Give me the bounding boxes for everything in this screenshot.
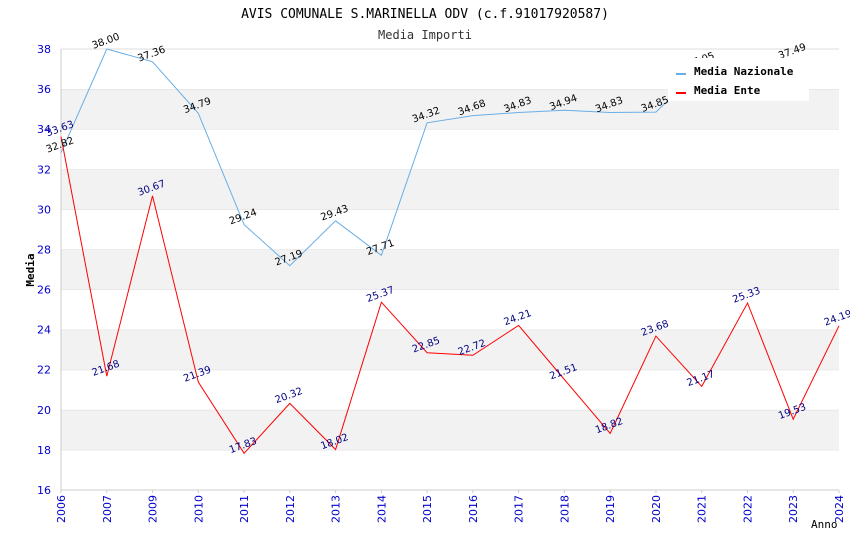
grid-band [61, 409, 839, 450]
y-tick-label: 16 [37, 484, 51, 497]
grid-band [61, 249, 839, 290]
chart-title: AVIS COMUNALE S.MARINELLA ODV (c.f.91017… [241, 7, 609, 22]
x-tick-label: 2012 [284, 495, 297, 523]
x-tick-label: 2019 [604, 495, 617, 523]
x-tick-label: 2009 [147, 495, 160, 523]
x-tick-label: 2024 [833, 495, 846, 523]
x-tick-label: 2021 [696, 495, 709, 523]
y-tick-label: 30 [37, 203, 51, 216]
x-tick-label: 2013 [330, 495, 343, 523]
grid-band [61, 209, 839, 250]
y-tick-label: 20 [37, 404, 51, 417]
series-line-1 [60, 136, 840, 455]
grid-band [61, 169, 839, 210]
legend-background [668, 58, 809, 101]
x-tick-label: 2010 [192, 495, 205, 523]
x-tick-label: 2015 [421, 495, 434, 523]
x-tick-label: 2006 [55, 495, 68, 523]
legend-label-ente: Media Ente [694, 84, 761, 97]
x-tick-label: 2014 [375, 495, 388, 523]
x-tick-label: 2023 [787, 495, 800, 523]
x-tick-label: 2011 [238, 495, 251, 523]
grid-band [61, 449, 839, 490]
x-tick-label: 2017 [513, 495, 526, 523]
x-tick-label: 2018 [558, 495, 571, 523]
y-tick-label: 36 [37, 83, 51, 96]
chart-subtitle: Media Importi [378, 28, 472, 42]
y-tick-label: 24 [37, 324, 51, 337]
y-tick-label: 38 [37, 43, 51, 56]
grid-band [61, 129, 839, 170]
y-tick-label: 34 [37, 123, 51, 136]
y-axis-label: Media [24, 253, 37, 286]
x-tick-label: 2020 [650, 495, 663, 523]
x-tick-labels: 2006 2007 2009 2010 2011 2012 2013 2014 2015 2016… [55, 490, 846, 523]
legend-label-nazionale: Media Nazionale [694, 65, 794, 78]
y-tick-label: 26 [37, 284, 51, 297]
x-axis-label: Anno [811, 518, 838, 531]
grid-band [61, 289, 839, 330]
axes [60, 49, 839, 491]
x-tick-label: 2016 [467, 495, 480, 523]
y-tick-labels: 16 18 20 22 24 26 28 30 32 34 36 38 [37, 43, 51, 497]
x-tick-label: 2007 [101, 495, 114, 523]
grid-bands [61, 48, 839, 490]
grid-band [61, 369, 839, 410]
x-tick-label: 2022 [741, 495, 754, 523]
y-tick-label: 18 [37, 444, 51, 457]
legend: Media Nazionale Media Ente [668, 58, 809, 101]
y-tick-label: 22 [37, 364, 51, 377]
y-tick-label: 32 [37, 163, 51, 176]
y-tick-label: 28 [37, 243, 51, 256]
